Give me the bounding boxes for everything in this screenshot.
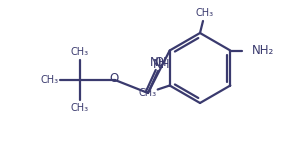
Text: CH₃: CH₃ <box>196 8 214 18</box>
Text: NH: NH <box>150 56 168 69</box>
Text: CH₃: CH₃ <box>139 88 157 99</box>
Text: CH₃: CH₃ <box>71 47 89 57</box>
Text: NH: NH <box>153 58 170 71</box>
Text: O: O <box>154 57 164 69</box>
Text: CH₃: CH₃ <box>71 103 89 113</box>
Text: CH₃: CH₃ <box>41 75 59 85</box>
Text: NH₂: NH₂ <box>252 44 275 57</box>
Text: O: O <box>109 72 119 86</box>
